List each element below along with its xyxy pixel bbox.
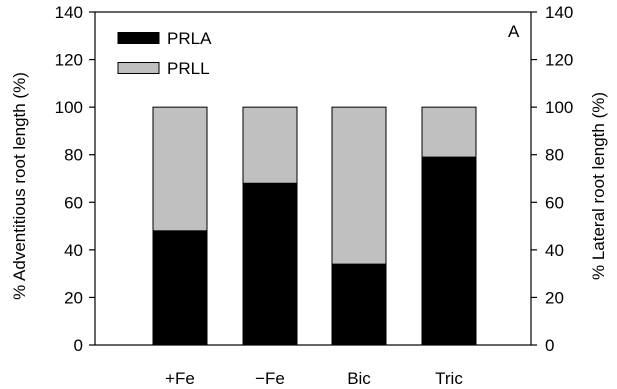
plot-frame — [94, 11, 532, 346]
y2-tick-label: 40 — [545, 241, 564, 260]
y-axis-title: % Adventitious root length (%) — [10, 72, 29, 300]
y2-axis-title: % Lateral root length (%) — [589, 92, 608, 280]
x-tick-label: +Fe — [165, 369, 195, 388]
y-tick-label: 20 — [64, 288, 83, 307]
y2-tick-label: 0 — [545, 336, 554, 355]
legend: PRLA PRLL — [117, 29, 212, 78]
bar-prla — [331, 263, 387, 346]
y2-tick-label: 120 — [545, 51, 573, 70]
x-tick-label: Tric — [435, 369, 463, 388]
y-tick-label: 80 — [64, 146, 83, 165]
x-tick-label: Bic — [347, 369, 371, 388]
y-tick-label: 100 — [55, 98, 83, 117]
bar-prll — [242, 106, 298, 184]
y2-tick-label: 20 — [545, 288, 564, 307]
bar-prll — [421, 106, 477, 158]
x-axis: +Fe −Fe Bic Tric — [165, 369, 463, 388]
x-tick-label: −Fe — [255, 369, 285, 388]
panel-label: A — [508, 22, 520, 41]
bar-prll — [331, 106, 387, 265]
y2-tick-label: 140 — [545, 3, 573, 22]
bar-prla — [242, 182, 298, 346]
y-tick-label: 0 — [74, 336, 83, 355]
y-tick-label: 120 — [55, 51, 83, 70]
legend-swatch-prla — [117, 32, 160, 44]
y2-tick-label: 60 — [545, 193, 564, 212]
bar-prla — [152, 230, 208, 346]
legend-label: PRLL — [167, 59, 210, 78]
left-axis: 0 20 40 60 80 100 120 140 — [55, 3, 95, 355]
bar-prla — [421, 156, 477, 346]
legend-label: PRLA — [167, 29, 212, 48]
y-tick-label: 40 — [64, 241, 83, 260]
bar-prll — [152, 106, 208, 232]
y2-tick-label: 80 — [545, 146, 564, 165]
y-tick-label: 140 — [55, 3, 83, 22]
y-tick-label: 60 — [64, 193, 83, 212]
y2-tick-label: 100 — [545, 98, 573, 117]
bars-group — [152, 106, 477, 346]
legend-swatch-prll — [117, 62, 160, 74]
right-axis: 0 20 40 60 80 100 120 140 — [531, 3, 573, 355]
